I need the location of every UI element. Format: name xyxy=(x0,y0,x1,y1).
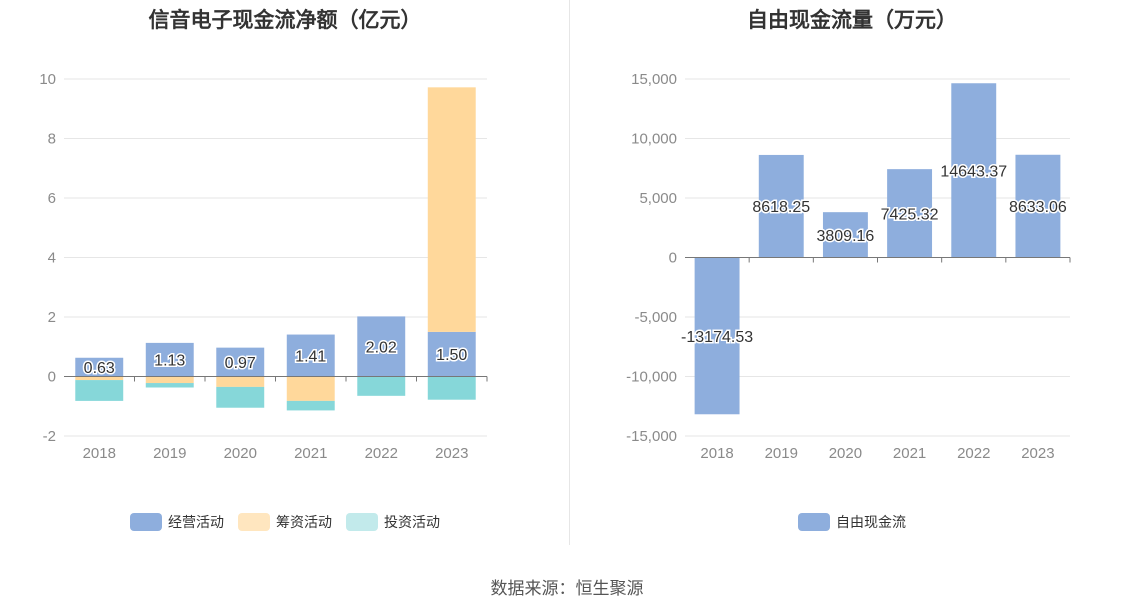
free-cashflow-y-tick-label: -15,000 xyxy=(626,428,677,445)
free-cashflow-data-label-2018: -13174.53 xyxy=(681,329,753,346)
cashflow-data-label-2021: 1.41 xyxy=(295,349,326,366)
legend-label-financing: 筹资活动 xyxy=(276,514,332,530)
cashflow-bar-2021-s2 xyxy=(286,400,335,411)
cashflow-bar-2023-s1 xyxy=(427,87,476,332)
free-cashflow-x-tick-label: 2023 xyxy=(1021,445,1054,462)
free-cashflow-x-tick-label: 2021 xyxy=(893,445,926,462)
free-cashflow-x-tick-label: 2022 xyxy=(957,445,990,462)
legend-swatch-free-cashflow xyxy=(798,513,830,531)
free-cashflow-y-tick-label: -10,000 xyxy=(626,369,677,386)
free-cashflow-x-tick-label: 2019 xyxy=(765,445,798,462)
legend-item-operating[interactable]: 经营活动 xyxy=(130,512,224,532)
cashflow-data-label-2019: 1.13 xyxy=(154,353,185,370)
free-cashflow-x-tick-label: 2020 xyxy=(829,445,862,462)
free-cashflow-y-tick-label: 0 xyxy=(669,250,677,267)
free-cashflow-y-tick-label: 15,000 xyxy=(631,71,677,88)
free-cashflow-panel: 自由现金流量（万元） -15,000 -10,000 -5,000 0 5,000 10,… xyxy=(570,0,1134,545)
free-cashflow-data-label-2019: 8618.25 xyxy=(752,199,810,216)
free-cashflow-legend: 自由现金流 xyxy=(570,512,1134,532)
legend-swatch-investing xyxy=(346,513,378,531)
cashflow-x-tick-label: 2019 xyxy=(153,445,186,462)
free-cashflow-bar-2023-s0 xyxy=(1015,154,1061,258)
cashflow-bar-2018-s2 xyxy=(75,380,124,401)
cashflow-x-tick-label: 2018 xyxy=(83,445,116,462)
cashflow-x-tick-label: 2020 xyxy=(224,445,257,462)
cashflow-chart-title: 信音电子现金流净额（亿元） xyxy=(148,9,422,32)
legend-label-investing: 投资活动 xyxy=(384,514,440,530)
cashflow-bar-2023-s2 xyxy=(427,376,476,400)
free-cashflow-bar-2019-s0 xyxy=(758,154,804,258)
cashflow-bar-2020-s2 xyxy=(216,386,265,408)
free-cashflow-y-tick-label: 5,000 xyxy=(639,190,677,207)
free-cashflow-x-tick-label: 2018 xyxy=(700,445,733,462)
free-cashflow-data-label-2020: 3809.16 xyxy=(816,228,874,245)
cashflow-bar-2023-s0 xyxy=(427,331,476,377)
cashflow-panel: 信音电子现金流净额（亿元） -2 0 2 4 6 8 10 2018 2019 2020 2021 2… xyxy=(0,0,570,545)
free-cashflow-bar-2020-s0 xyxy=(822,212,868,258)
cashflow-data-label-2020: 0.97 xyxy=(225,355,256,372)
free-cashflow-chart: -15,000 -10,000 -5,000 0 5,000 10,000 15,000 20… xyxy=(626,71,1071,462)
cashflow-data-label-2023: 1.50 xyxy=(436,347,467,364)
cashflow-y-tick-label: 0 xyxy=(48,369,56,386)
free-cashflow-data-label-2022: 14643.37 xyxy=(940,163,1007,180)
cashflow-bar-2022-s2 xyxy=(357,376,406,396)
cashflow-x-tick-label: 2022 xyxy=(365,445,398,462)
free-cashflow-y-tick-label: -5,000 xyxy=(634,309,677,326)
free-cashflow-data-label-2021: 7425.32 xyxy=(881,206,939,223)
cashflow-bar-2019-s2 xyxy=(145,383,194,388)
cashflow-bar-2019-s1 xyxy=(145,376,194,384)
cashflow-bar-2020-s1 xyxy=(216,376,265,387)
cashflow-x-tick-label: 2021 xyxy=(294,445,327,462)
free-cashflow-chart-title: 自由现金流量（万元） xyxy=(747,9,957,32)
cashflow-y-tick-label: 6 xyxy=(48,190,56,207)
free-cashflow-data-label-2023: 8633.06 xyxy=(1009,199,1067,216)
cashflow-bar-2018-s0 xyxy=(75,357,124,377)
legend-item-financing[interactable]: 筹资活动 xyxy=(238,512,332,532)
legend-label-operating: 经营活动 xyxy=(168,514,224,530)
free-cashflow-y-tick-label: 10,000 xyxy=(631,131,677,148)
cashflow-bar-2018-s1 xyxy=(75,376,124,381)
cashflow-bar-2022-s0 xyxy=(357,316,406,377)
cashflow-bar-2021-s1 xyxy=(286,376,335,401)
cashflow-y-tick-label: 2 xyxy=(48,309,56,326)
cashflow-bar-2021-s0 xyxy=(286,334,335,377)
cashflow-data-label-2018: 0.63 xyxy=(84,360,115,377)
panel-divider xyxy=(569,0,570,545)
cashflow-y-tick-label: 8 xyxy=(48,131,56,148)
legend-swatch-financing xyxy=(238,513,270,531)
cashflow-chart: -2 0 2 4 6 8 10 2018 2019 2020 2021 2022 2023 0.63 1.1… xyxy=(39,71,488,462)
cashflow-bar-2019-s0 xyxy=(145,342,194,377)
cashflow-legend: 经营活动 筹资活动 投资活动 xyxy=(0,512,570,532)
cashflow-y-tick-label: 10 xyxy=(39,71,56,88)
cashflow-y-tick-label: 4 xyxy=(48,250,56,267)
cashflow-data-label-2022: 2.02 xyxy=(366,339,397,356)
free-cashflow-bar-2018-s0 xyxy=(694,257,740,415)
legend-item-free-cashflow[interactable]: 自由现金流 xyxy=(798,512,906,532)
legend-swatch-operating xyxy=(130,513,162,531)
data-source: 数据来源：恒生聚源 xyxy=(490,579,644,598)
legend-label-free-cashflow: 自由现金流 xyxy=(836,514,906,530)
cashflow-x-tick-label: 2023 xyxy=(435,445,468,462)
free-cashflow-bar-2022-s0 xyxy=(951,83,997,258)
legend-item-investing[interactable]: 投资活动 xyxy=(346,512,440,532)
free-cashflow-bar-2021-s0 xyxy=(887,169,933,258)
cashflow-y-tick-label: -2 xyxy=(43,428,56,445)
cashflow-bar-2020-s0 xyxy=(216,347,265,377)
